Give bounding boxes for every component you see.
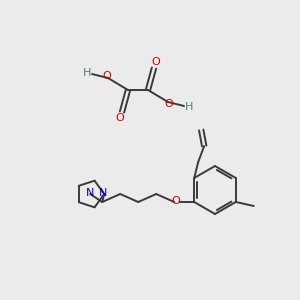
Text: O: O — [103, 71, 111, 81]
Text: O: O — [165, 99, 173, 109]
Text: O: O — [116, 113, 124, 123]
Text: N: N — [86, 188, 94, 198]
Text: H: H — [83, 68, 91, 78]
Text: O: O — [172, 196, 181, 206]
Text: N: N — [99, 188, 107, 198]
Text: O: O — [152, 57, 160, 67]
Text: H: H — [185, 102, 193, 112]
